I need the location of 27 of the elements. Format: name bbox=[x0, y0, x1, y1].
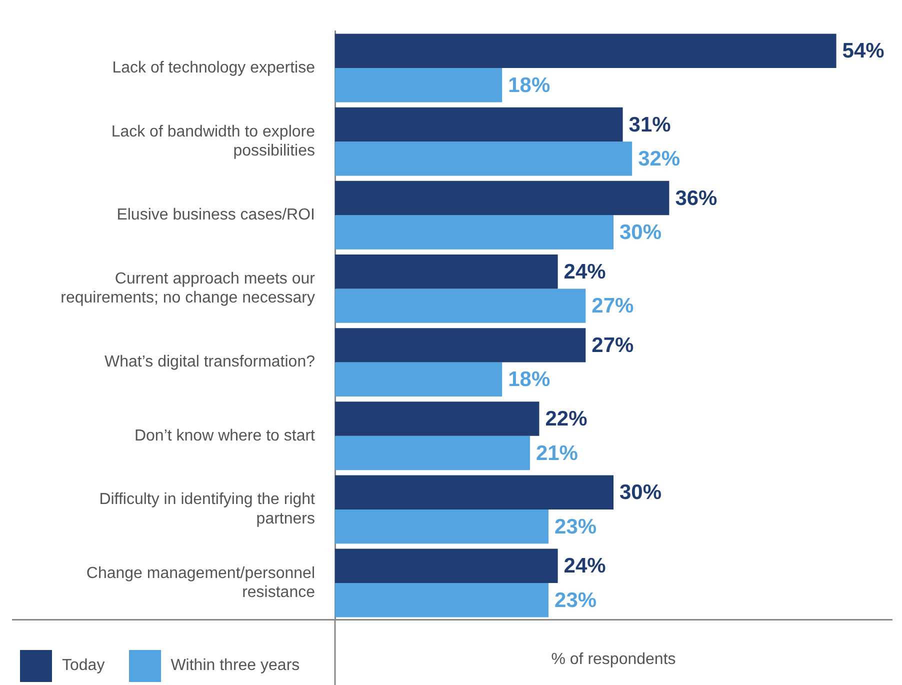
data-label: 54% bbox=[842, 40, 885, 63]
data-label: 27% bbox=[592, 294, 634, 318]
y-tick-label: Lack of technology expertise bbox=[112, 59, 316, 76]
data-label: 31% bbox=[628, 113, 672, 136]
y-tick-label: Elusive business cases/ROI bbox=[116, 206, 315, 224]
data-label: 32% bbox=[638, 147, 680, 170]
data-label: 27% bbox=[592, 334, 634, 357]
data-label: 23% bbox=[554, 515, 597, 538]
y-tick-label: Change management/personnel resistance bbox=[86, 564, 316, 602]
data-label: 30% bbox=[620, 221, 662, 244]
y-tick-label: What’s digital transformation? bbox=[104, 354, 316, 371]
x-axis-title: % of respondents bbox=[551, 650, 676, 668]
y-tick-label: Current approach meets our requirements; no change necessary bbox=[60, 270, 316, 307]
data-label: 24% bbox=[564, 260, 606, 284]
data-label: 24% bbox=[564, 554, 606, 578]
data-label: 30% bbox=[620, 481, 662, 504]
legend-label: Within three years bbox=[170, 657, 300, 675]
y-tick-label: Difficulty in identifying the right partners bbox=[99, 491, 316, 528]
legend-label: Today bbox=[62, 657, 105, 675]
y-tick-label: Don’t know where to start bbox=[134, 427, 316, 444]
data-label: 18% bbox=[508, 74, 550, 97]
data-label: 22% bbox=[545, 408, 588, 431]
data-label: 36% bbox=[675, 186, 718, 210]
data-label: 21% bbox=[536, 442, 578, 465]
y-tick-label: Lack of bandwidth to explore possibilities bbox=[111, 123, 316, 160]
data-label: 23% bbox=[554, 588, 597, 612]
data-label: 18% bbox=[508, 368, 550, 392]
